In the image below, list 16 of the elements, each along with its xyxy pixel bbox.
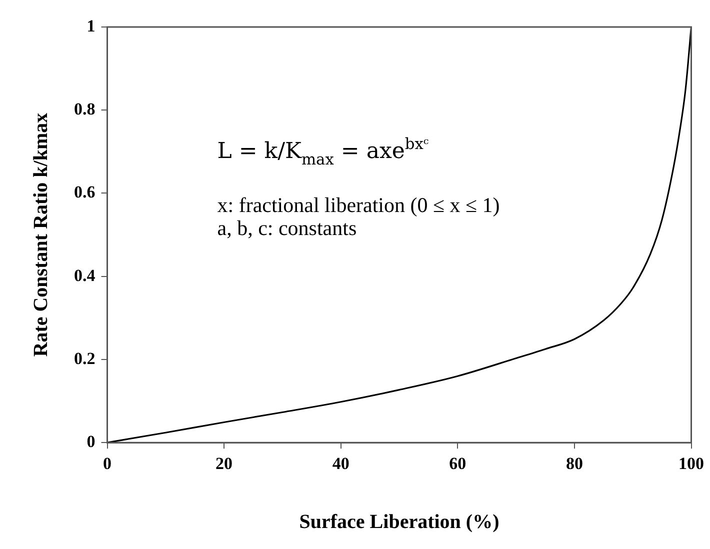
x-tick-label: 40: [332, 454, 350, 474]
y-tick-label: 0: [86, 432, 96, 451]
x-tick-label: 60: [449, 454, 466, 474]
x-tick-label: 0: [103, 454, 112, 474]
y-tick-label: 0.4: [74, 266, 96, 285]
y-tick-label: 0.6: [74, 182, 96, 202]
x-tick-label: 100: [678, 454, 704, 474]
y-tick-label: 0.2: [74, 348, 96, 368]
y-tick-label: 1: [86, 16, 96, 36]
annotation: x: fractional liberation (0 ≤ x ≤ 1): [217, 192, 500, 217]
x-tick-label: 80: [566, 454, 583, 474]
x-axis-title: Surface Liberation (%): [299, 511, 500, 534]
x-tick-label: 20: [216, 454, 233, 474]
y-axis-title: Rate Constant Ratio k/kmax: [30, 112, 52, 357]
y-tick-label: 0.8: [74, 100, 96, 119]
annotation: a, b, c: constants: [217, 216, 357, 240]
